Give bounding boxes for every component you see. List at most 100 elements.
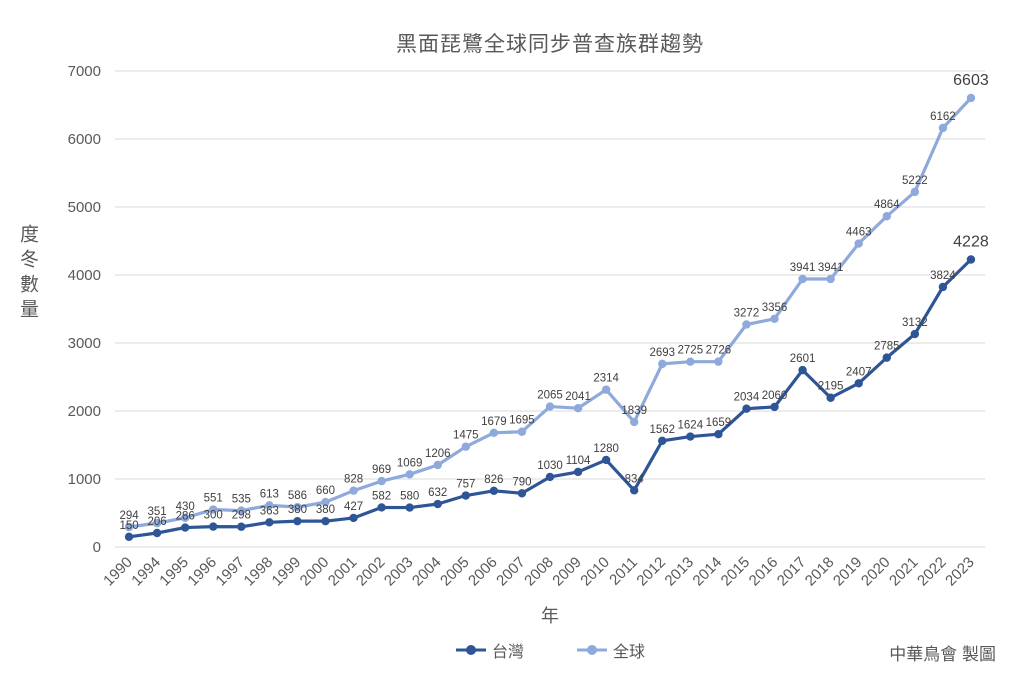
- data-label-global: 2314: [593, 373, 619, 385]
- data-label-global: 660: [316, 485, 335, 497]
- legend-line-marker-global: [577, 645, 607, 655]
- x-tick-label: 2020: [858, 554, 894, 590]
- data-label-global: 535: [232, 494, 251, 506]
- data-point-global: [910, 187, 920, 197]
- y-tick-label: 0: [93, 539, 101, 556]
- x-tick-label: 2016: [746, 554, 782, 590]
- data-point-taiwan: [124, 532, 134, 541]
- data-point-taiwan: [601, 455, 611, 465]
- data-point-taiwan: [770, 402, 779, 412]
- data-point-global: [265, 501, 274, 510]
- data-label-taiwan: 2060: [762, 390, 788, 402]
- data-point-taiwan: [573, 467, 583, 477]
- x-tick-label: 2018: [802, 554, 838, 590]
- data-label-global: 1695: [509, 415, 535, 427]
- x-tick-label: 2003: [381, 554, 417, 590]
- x-tick-label: 2010: [577, 554, 613, 590]
- data-point-global: [405, 470, 414, 479]
- data-point-global: [377, 476, 386, 486]
- data-label-taiwan: 380: [288, 504, 307, 516]
- data-point-taiwan: [517, 489, 527, 498]
- x-tick-label: 1998: [241, 554, 277, 590]
- data-label-global: 1475: [453, 430, 479, 442]
- data-point-global: [461, 442, 471, 451]
- data-label-global: 2065: [537, 390, 563, 402]
- data-label-taiwan: 1624: [678, 420, 704, 432]
- data-point-global: [966, 93, 976, 103]
- data-label-taiwan: 150: [119, 520, 138, 532]
- chart-title: 黑面琵鷺全球同步普查族群趨勢: [396, 33, 704, 56]
- data-point-global: [826, 274, 835, 284]
- data-point-taiwan: [293, 516, 302, 526]
- legend-label-global: 全球: [613, 644, 646, 661]
- data-label-global: 2693: [649, 347, 675, 359]
- data-point-global: [293, 502, 302, 512]
- data-point-taiwan: [798, 365, 807, 375]
- data-label-global: 6603: [953, 72, 989, 89]
- data-label-global: 5222: [902, 175, 928, 187]
- data-point-global: [601, 385, 611, 394]
- y-tick-label: 6000: [68, 131, 101, 148]
- data-label-global: 6162: [930, 111, 956, 123]
- data-label-global: 2726: [706, 345, 732, 357]
- data-label-global: 969: [372, 464, 391, 476]
- y-tick-label: 4000: [68, 267, 101, 284]
- data-point-global: [545, 402, 555, 411]
- data-point-global: [209, 505, 218, 514]
- data-label-global: 1206: [425, 448, 451, 460]
- data-label-taiwan: 427: [344, 501, 363, 513]
- data-label-global: 3941: [790, 262, 816, 274]
- data-label-global: 1679: [481, 416, 507, 428]
- data-point-global: [742, 320, 751, 329]
- data-point-taiwan: [349, 513, 358, 523]
- x-tick-label: 1995: [156, 554, 192, 590]
- data-label-global: 351: [148, 506, 167, 518]
- x-tick-label: 2002: [353, 554, 389, 590]
- data-point-global: [237, 506, 246, 515]
- data-point-taiwan: [686, 432, 695, 441]
- x-tick-label: 1996: [184, 554, 220, 590]
- data-point-global: [517, 427, 527, 436]
- data-point-taiwan: [714, 429, 723, 439]
- x-tick-label: 2008: [521, 554, 557, 590]
- x-tick-label: 2015: [718, 554, 754, 590]
- data-label-taiwan: 380: [316, 504, 335, 516]
- data-point-global: [152, 518, 162, 528]
- data-label-global: 613: [260, 488, 279, 500]
- data-label-taiwan: 2785: [874, 341, 900, 353]
- x-tick-label: 2021: [886, 554, 922, 590]
- data-point-global: [124, 522, 134, 532]
- data-point-taiwan: [854, 379, 863, 388]
- legend-line-marker-taiwan: [455, 645, 486, 655]
- data-point-taiwan: [180, 523, 190, 532]
- data-label-taiwan: 286: [176, 511, 195, 523]
- data-label-global: 4463: [846, 227, 872, 239]
- data-label-global: 1839: [621, 405, 647, 417]
- x-tick-label: 2012: [633, 554, 669, 590]
- data-point-global: [658, 359, 667, 369]
- data-label-taiwan: 632: [428, 487, 447, 499]
- data-label-taiwan: 2034: [734, 392, 760, 404]
- x-axis-title: 年: [541, 606, 559, 626]
- data-point-taiwan: [377, 503, 386, 512]
- data-point-global: [854, 239, 863, 248]
- y-tick-label: 2000: [68, 403, 101, 420]
- data-label-global: 828: [344, 474, 363, 486]
- data-label-taiwan: 1280: [593, 443, 619, 455]
- legend-label-taiwan: 台灣: [491, 644, 524, 661]
- x-tick-label: 2013: [662, 554, 698, 590]
- data-point-taiwan: [910, 329, 920, 339]
- x-tick-label: 1994: [128, 554, 164, 590]
- data-point-taiwan: [405, 503, 414, 512]
- data-label-taiwan: 206: [148, 516, 167, 528]
- data-label-taiwan: 834: [625, 473, 645, 485]
- data-point-global: [573, 404, 583, 413]
- data-label-taiwan: 2195: [818, 381, 844, 393]
- data-point-taiwan: [629, 486, 639, 495]
- data-label-global: 3356: [762, 302, 788, 314]
- data-label-taiwan: 2407: [846, 366, 872, 378]
- data-label-taiwan: 790: [512, 476, 531, 488]
- x-tick-label: 1999: [269, 554, 305, 590]
- data-point-taiwan: [882, 353, 891, 362]
- legend-item-taiwan: 台灣: [455, 638, 524, 662]
